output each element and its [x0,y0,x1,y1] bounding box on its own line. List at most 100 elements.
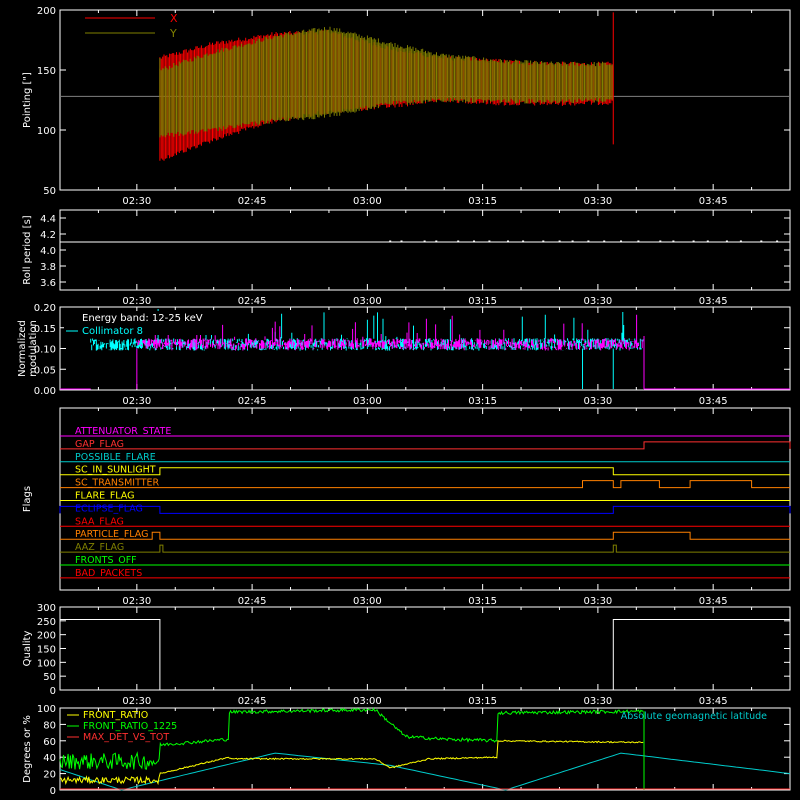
plot-frame [59,407,791,591]
x-tick-label: 03:30 [583,296,612,307]
x-tick-label: 02:45 [238,396,267,407]
x-tick-label: 02:45 [238,196,267,207]
x-tick-label: 03:15 [468,196,497,207]
flag-fronts-off: FRONTS_OFF [60,555,790,566]
y-tick-label: 0.15 [34,324,56,335]
x-tick-label: 03:15 [468,696,497,707]
y-tick-label: 3.8 [40,262,56,273]
x-tick-label: 03:45 [699,396,728,407]
x-tick-label: 03:45 [699,196,728,207]
flag-attenuator-state: ATTENUATOR_STATE [60,426,790,437]
y-tick-label: 0.05 [34,365,56,376]
y-tick-label: 50 [43,186,56,197]
panel-6: 0 20 40 60 80 100 Degrees or % FRONT_RATIOFRONT… [22,704,791,797]
x-tick-label: 03:30 [583,396,612,407]
y-axis-label: modulation [28,320,39,377]
y-axis-label: Pointing ["] [22,72,33,128]
y-tick-label: 0.20 [34,303,56,314]
flag-possible-flare: POSSIBLE_FLARE [60,452,790,463]
panel-5: 0 50 100 150 200 250 300 Quality 02:30 02:45 03:00… [22,603,791,707]
y-tick-label: 4.0 [40,246,56,257]
collimator-label: Collimator 8 [82,326,143,337]
y-tick-label: 40 [43,753,56,764]
y-axis-label: Quality [22,631,33,667]
flag-flare-flag: FLARE_FLAG [60,491,790,502]
flag-label: POSSIBLE_FLARE [75,452,156,463]
flag-label: ATTENUATOR_STATE [75,426,171,437]
flag-bad-packets: BAD_PACKETS [60,568,790,579]
x-tick-label: 03:15 [468,296,497,307]
flag-label: SAA_FLAG [75,516,124,527]
y-tick-label: 4.2 [40,230,56,241]
y-axis-label: Normalized [17,320,28,377]
panel-2: 3.6 3.8 4.0 4.2 4.4 Roll period [s] 02:30 02:45… [22,209,791,307]
y-tick-label: 300 [37,603,56,614]
y-axis-label: Flags [22,486,33,512]
x-tick-label: 03:45 [699,296,728,307]
y-tick-label: 200 [37,631,56,642]
flag-gap-flag: GAP_FLAG [60,439,791,450]
y-tick-label: 200 [37,6,56,17]
flag-sc-in-sunlight: SC_IN_SUNLIGHT [60,465,790,476]
x-tick-label: 02:45 [238,696,267,707]
y-tick-label: 150 [37,66,56,77]
flag-label: BAD_PACKETS [75,568,142,579]
plot-frame [59,9,791,191]
x-tick-label: 03:00 [353,696,382,707]
panel-3: 0.00 0.05 0.10 0.15 0.20 Normalized modulation… [17,303,791,407]
legend-label-y: Y [169,27,177,40]
y-tick-label: 20 [43,770,56,781]
flag-line [60,441,791,450]
x-tick-label: 03:15 [468,396,497,407]
latitude-annotation: Absolute geomagnetic latitude [621,711,767,722]
y-tick-label: 150 [37,645,56,656]
flag-label: FRONTS_OFF [75,555,137,566]
x-tick-label: 02:45 [238,296,267,307]
y-tick-label: 0 [50,786,56,797]
y-tick-label: 0.10 [34,345,56,356]
y-tick-label: 60 [43,737,56,748]
x-tick-label: 03:45 [699,596,728,607]
flag-label: GAP_FLAG [75,439,124,450]
y-tick-label: 4.4 [40,214,56,225]
annotation-bg [64,311,219,335]
series-y [159,26,613,138]
x-tick-label: 03:00 [353,296,382,307]
y-tick-label: 80 [43,720,56,731]
flag-label: FLARE_FLAG [75,491,135,502]
x-tick-label: 02:30 [122,296,151,307]
y-tick-label: 50 [43,672,56,683]
series-front-ratio-1225 [59,707,644,770]
y-tick-label: 100 [37,126,56,137]
flag-label: AAZ_FLAG [75,542,124,553]
y-tick-label: 100 [37,658,56,669]
y-tick-label: 100 [37,704,56,715]
x-tick-label: 03:30 [583,596,612,607]
flag-saa-flag: SAA_FLAG [60,516,790,527]
legend-label-x: X [170,12,178,25]
panel-4: Flags 02:30 02:45 03:00 03:15 03:30 03:45 ATTEN… [22,407,791,607]
flag-line [59,505,791,514]
y-tick-label: 0.00 [34,386,56,397]
flag-line [60,531,790,540]
energy-band-label: Energy band: 12-25 keV [82,313,203,324]
flag-line [60,480,790,489]
legend-label: FRONT_RATIO_1225 [83,721,177,732]
series-latitude [59,752,791,791]
x-tick-label: 02:30 [122,396,151,407]
y-axis-label: Roll period [s] [22,215,33,284]
quality-line [60,619,790,691]
x-tick-label: 03:15 [468,596,497,607]
x-tick-label: 03:30 [583,196,612,207]
x-tick-label: 03:00 [353,396,382,407]
x-tick-label: 02:30 [122,596,151,607]
flag-aaz-flag: AAZ_FLAG [60,542,790,553]
flag-line [60,467,790,476]
x-tick-label: 02:30 [122,696,151,707]
x-tick-label: 02:30 [122,196,151,207]
series-front-ratio [59,739,644,786]
series-modulation [136,314,644,351]
flag-label: ECLIPSE_FLAG [75,503,143,514]
panel-1: 50 100 150 200 Pointing ["] 02:30 02:45 03:00 03… [22,6,791,207]
y-tick-label: 250 [37,617,56,628]
